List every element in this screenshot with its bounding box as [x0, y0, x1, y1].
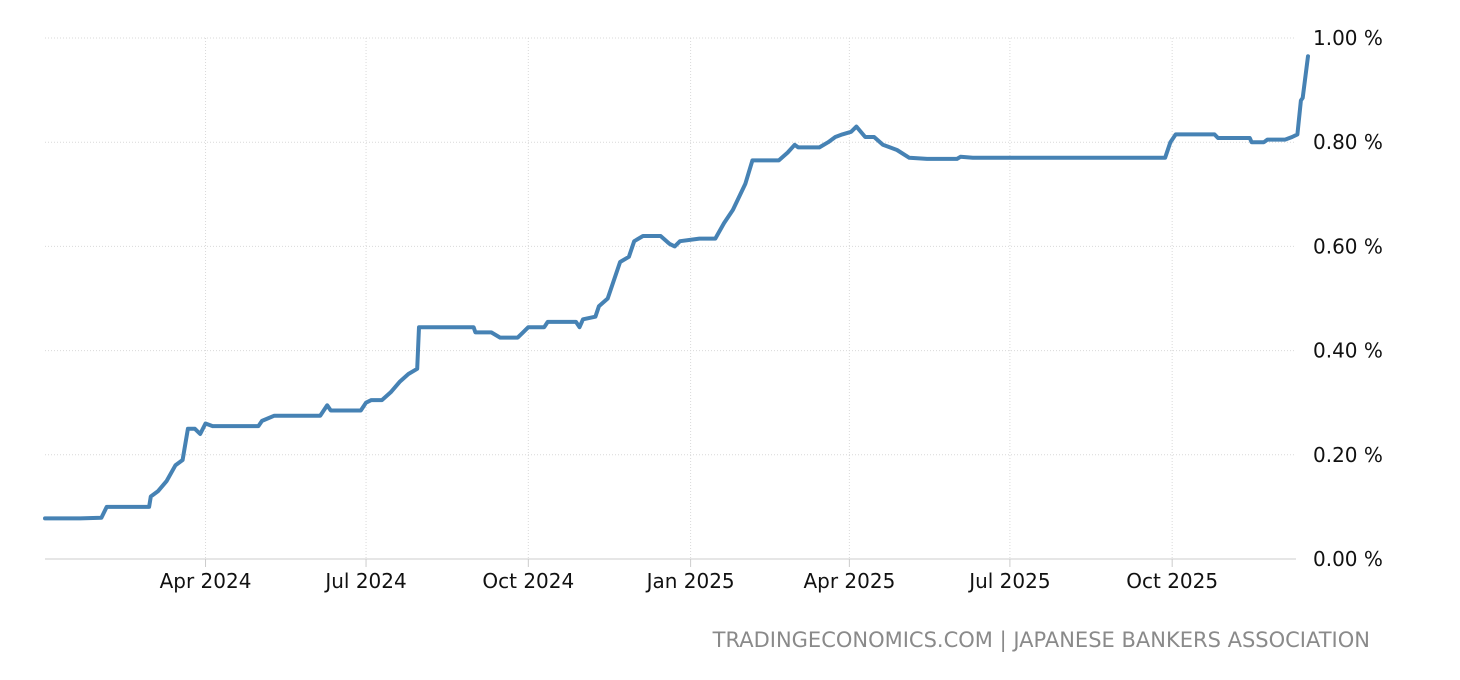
series-line — [43, 54, 1310, 521]
x-tick-label: Apr 2024 — [160, 569, 252, 593]
x-tick-label: Jan 2025 — [645, 569, 735, 593]
x-gridlines — [205, 38, 1173, 567]
source-attribution: TRADINGECONOMICS.COM | JAPANESE BANKERS … — [712, 628, 1370, 652]
x-tick-labels: Apr 2024 Jul 2024 Oct 2024 Jan 2025 Apr 2025… — [160, 569, 1219, 593]
x-tick-label: Jul 2025 — [967, 569, 1050, 593]
y-tick-label: 1.00 % — [1313, 26, 1383, 50]
x-tick-label: Jul 2024 — [323, 569, 406, 593]
x-tick-label: Oct 2024 — [482, 569, 574, 593]
y-tick-label: 0.20 % — [1313, 443, 1383, 467]
y-tick-label: 0.80 % — [1313, 130, 1383, 154]
x-tick-label: Oct 2025 — [1126, 569, 1218, 593]
y-tick-labels: 0.00 % 0.20 % 0.40 % 0.60 % 0.80 % 1.00 % — [1313, 26, 1383, 571]
y-tick-label: 0.00 % — [1313, 547, 1383, 571]
y-tick-label: 0.60 % — [1313, 234, 1383, 258]
y-tick-label: 0.40 % — [1313, 339, 1383, 363]
x-tick-label: Apr 2025 — [803, 569, 895, 593]
